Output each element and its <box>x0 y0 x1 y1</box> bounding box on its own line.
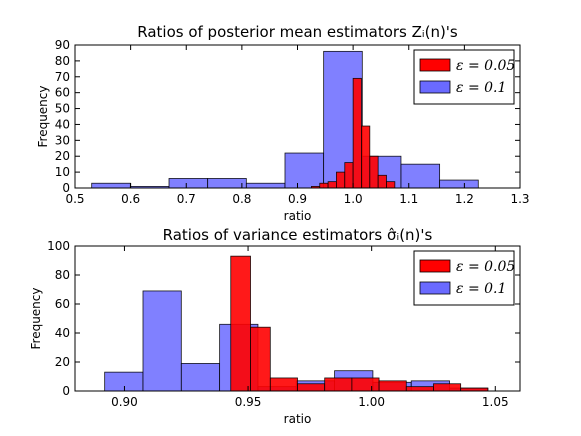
bar <box>352 77 362 189</box>
chart-title: Ratios of variance estimators σ̂ᵢ(n)'s <box>163 226 433 244</box>
y-tick-label: 30 <box>55 133 70 147</box>
bar <box>386 181 396 189</box>
y-tick-label: 40 <box>55 117 70 131</box>
legend-swatch <box>419 80 451 94</box>
bar <box>327 181 337 189</box>
legend-box <box>413 250 515 306</box>
bar <box>378 380 407 392</box>
y-tick-label: 90 <box>55 38 70 52</box>
bar <box>230 255 251 392</box>
bar <box>104 371 144 392</box>
x-axis-label: ratio <box>284 412 312 426</box>
bar <box>361 125 371 189</box>
x-tick-label: 1.3 <box>510 192 529 206</box>
bar <box>344 162 354 189</box>
x-tick-label: 1.00 <box>358 395 385 409</box>
y-tick-label: 80 <box>55 268 70 282</box>
bar <box>180 363 221 392</box>
x-tick-label: 0.5 <box>65 192 84 206</box>
y-tick-label: 60 <box>55 86 70 100</box>
y-tick-label: 20 <box>55 149 70 163</box>
bar <box>319 182 329 189</box>
bar <box>250 326 271 392</box>
x-tick-label: 1.1 <box>399 192 418 206</box>
legend: ε = 0.05 ε = 0.1 <box>413 250 515 306</box>
bar <box>400 163 441 189</box>
x-tick-label: 0.8 <box>232 192 251 206</box>
y-tick-label: 0 <box>62 384 70 398</box>
x-tick-label: 1.05 <box>482 395 509 409</box>
bar <box>433 383 462 392</box>
legend-label: ε = 0.05 <box>456 259 515 275</box>
axes-frame <box>74 245 521 392</box>
y-tick-label: 100 <box>47 239 70 253</box>
y-tick-label: 60 <box>55 297 70 311</box>
y-tick-label: 10 <box>55 165 70 179</box>
x-tick-label: 1.2 <box>455 192 474 206</box>
chart-title: Ratios of posterior mean estimators Zᵢ(n… <box>137 23 458 41</box>
bar <box>142 290 182 392</box>
bar <box>168 178 209 189</box>
x-tick-label: 0.95 <box>235 395 262 409</box>
y-tick-label: 70 <box>55 70 70 84</box>
x-tick-label: 0.7 <box>177 192 196 206</box>
legend: ε = 0.05 ε = 0.1 <box>413 49 515 105</box>
chart-panel-2: 0.90 0.95 1.00 1.05 0 20 40 60 80 100 Ratios of va… <box>29 226 521 426</box>
legend-swatch <box>419 259 451 273</box>
bar <box>207 178 247 189</box>
bar <box>284 152 325 189</box>
bar <box>324 377 353 392</box>
bar <box>405 386 434 392</box>
bar <box>336 171 346 189</box>
legend-label: ε = 0.1 <box>456 281 506 297</box>
x-tick-label: 0.6 <box>121 192 140 206</box>
bar <box>245 182 286 189</box>
y-tick-label: 0 <box>62 181 70 195</box>
bar <box>91 182 131 189</box>
bar <box>377 174 387 189</box>
bar <box>297 383 326 392</box>
x-axis-label: ratio <box>284 209 312 223</box>
x-tick-label: 0.90 <box>111 395 138 409</box>
y-axis-label: Frequency <box>29 288 43 350</box>
legend-swatch <box>419 58 451 72</box>
y-tick-label: 50 <box>55 102 70 116</box>
y-tick-label: 40 <box>55 326 70 340</box>
y-tick-label: 80 <box>55 54 70 68</box>
bar <box>439 179 479 189</box>
bar <box>269 377 298 392</box>
legend-swatch <box>419 281 451 295</box>
y-tick-label: 20 <box>55 355 70 369</box>
legend-label: ε = 0.05 <box>456 58 515 74</box>
x-tick-label: 1.0 <box>344 192 363 206</box>
bar <box>369 155 379 189</box>
x-tick-label: 0.9 <box>288 192 307 206</box>
y-axis-label: Frequency <box>36 86 50 148</box>
bar <box>351 377 380 392</box>
legend-label: ε = 0.1 <box>456 80 506 96</box>
